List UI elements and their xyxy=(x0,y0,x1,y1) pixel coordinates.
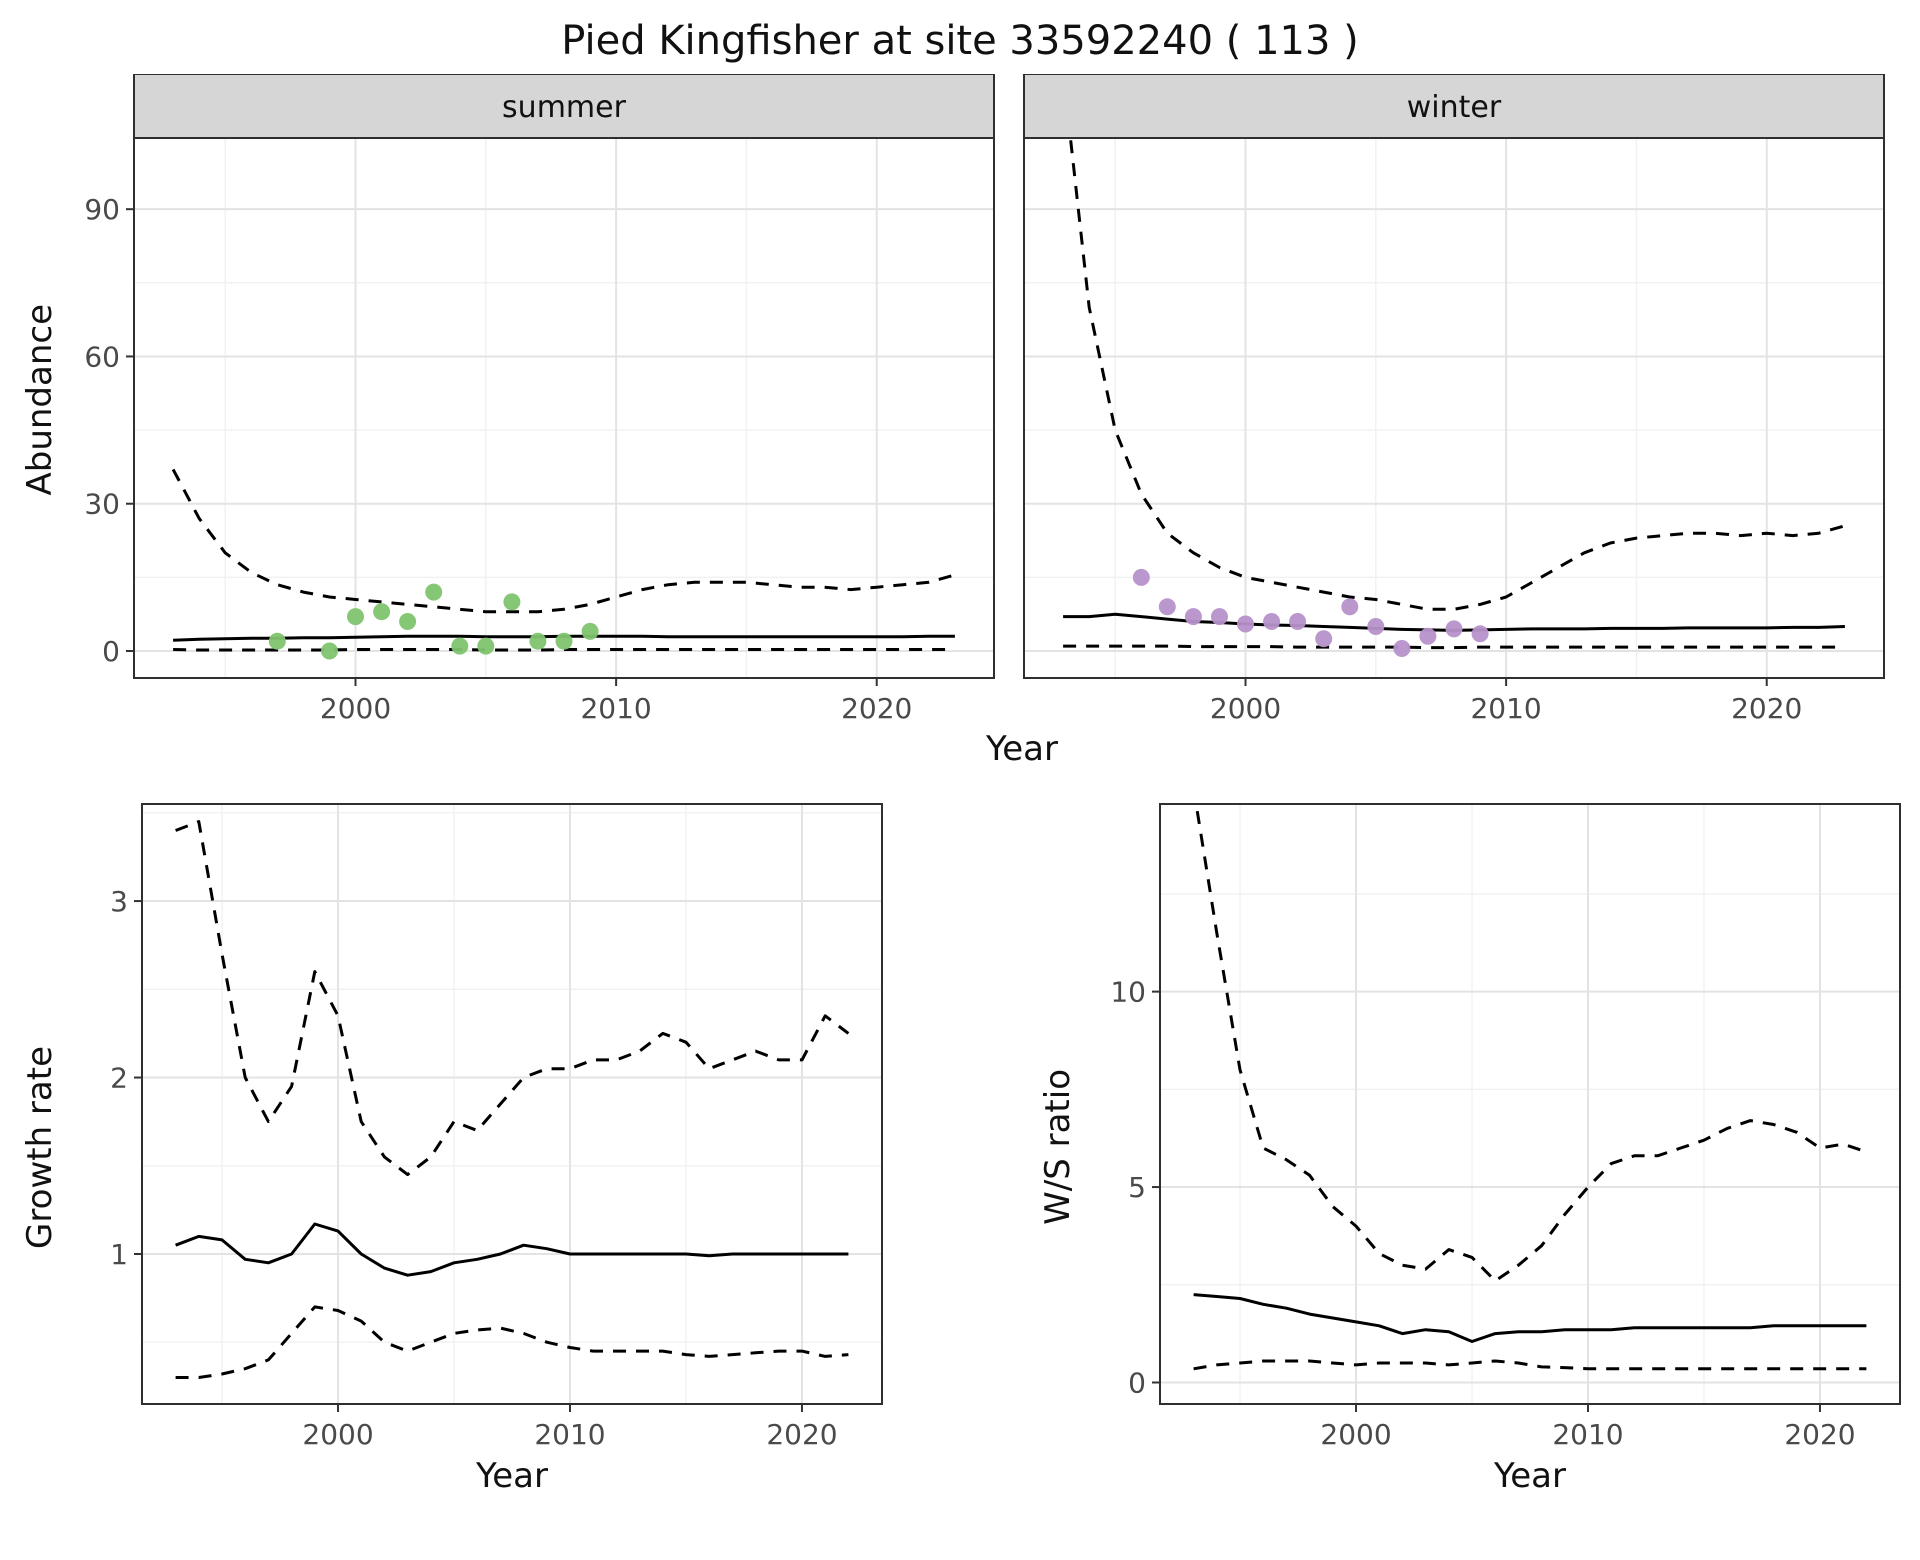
svg-text:0: 0 xyxy=(102,635,120,668)
growth-axis-title-text: Growth rate xyxy=(20,1045,60,1249)
top-x-axis-title: Year xyxy=(986,729,1058,769)
facet-panels: 2000 2010 2020 0 30 60 90 summer 2000 2010 2020 wi… xyxy=(64,74,1894,726)
ws-axis-title-text: W/S ratio xyxy=(1038,1069,1078,1225)
growth-rate-chart: Growth rate 2000 2010 2020 1 2 3 Year xyxy=(16,792,894,1502)
svg-text:90: 90 xyxy=(84,193,120,226)
bottom-charts-row: Growth rate 2000 2010 2020 1 2 3 Year W/S rat… xyxy=(16,792,1920,1502)
svg-text:10: 10 xyxy=(1110,976,1146,1009)
ws-ratio-chart: W/S ratio 2000 2010 2020 0 5 10 Year xyxy=(1034,792,1912,1502)
svg-text:2000: 2000 xyxy=(1210,692,1281,725)
svg-text:30: 30 xyxy=(84,488,120,521)
svg-text:2010: 2010 xyxy=(580,692,651,725)
svg-text:2010: 2010 xyxy=(1470,692,1541,725)
svg-text:2020: 2020 xyxy=(841,692,912,725)
growth-x-axis-title: Year xyxy=(476,1456,548,1496)
svg-text:1: 1 xyxy=(110,1238,128,1271)
svg-text:2010: 2010 xyxy=(1552,1418,1623,1451)
summer-abundance-panel: 2000 2010 2020 0 30 60 90 summer xyxy=(84,74,995,725)
svg-text:5: 5 xyxy=(1128,1171,1146,1204)
svg-text:2: 2 xyxy=(110,1062,128,1095)
ws-axis-title: W/S ratio xyxy=(1034,792,1082,1502)
growth-axis-title: Growth rate xyxy=(16,792,64,1502)
abundance-axis-title-text: Abundance xyxy=(20,304,60,496)
svg-text:2020: 2020 xyxy=(766,1418,837,1451)
svg-text:2000: 2000 xyxy=(302,1418,373,1451)
svg-text:2000: 2000 xyxy=(1320,1418,1391,1451)
svg-text:winter: winter xyxy=(1407,90,1502,125)
chart-title: Pied Kingfisher at site 33592240 ( 113 ) xyxy=(561,18,1359,64)
svg-text:60: 60 xyxy=(84,340,120,373)
winter-abundance-panel: 2000 2010 2020 winter xyxy=(1023,74,1885,725)
svg-text:2020: 2020 xyxy=(1731,692,1802,725)
ws-ratio-panel: 2000 2010 2020 0 5 10 xyxy=(1110,803,1901,1451)
svg-text:summer: summer xyxy=(502,90,627,125)
ws-x-axis-title: Year xyxy=(1494,1456,1566,1496)
svg-text:3: 3 xyxy=(110,885,128,918)
abundance-facet-row: Abundance 2000 2010 2020 0 30 60 90 summer 2000… xyxy=(16,74,1920,726)
svg-text:0: 0 xyxy=(1128,1367,1146,1400)
svg-text:2010: 2010 xyxy=(534,1418,605,1451)
abundance-axis-title: Abundance xyxy=(16,74,64,726)
svg-text:2000: 2000 xyxy=(320,692,391,725)
growth-rate-panel: 2000 2010 2020 1 2 3 xyxy=(110,803,883,1451)
svg-text:2020: 2020 xyxy=(1784,1418,1855,1451)
